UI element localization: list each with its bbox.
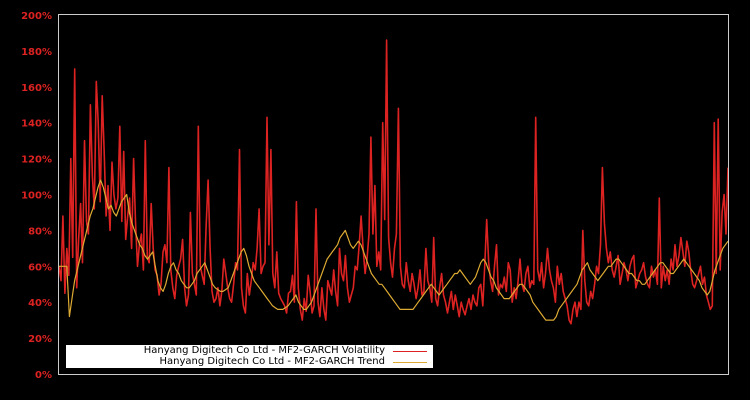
y-tick-label: 120% (21, 155, 52, 166)
trend-line (59, 179, 729, 321)
y-tick-label: 160% (21, 83, 52, 94)
legend-swatch-volatility (393, 350, 427, 352)
legend-label-trend: Hanyang Digitech Co Ltd - MF2-GARCH Tren… (159, 356, 385, 367)
y-tick-label: 180% (21, 47, 52, 58)
chart-legend: Hanyang Digitech Co Ltd - MF2-GARCH Vola… (66, 345, 433, 368)
legend-swatch-trend (393, 361, 427, 363)
series-layer (58, 39, 729, 325)
y-tick-label: 40% (28, 298, 52, 309)
y-tick-label: 60% (28, 262, 52, 273)
y-tick-label: 100% (21, 191, 52, 202)
y-tick-label: 20% (28, 334, 52, 345)
legend-label-volatility: Hanyang Digitech Co Ltd - MF2-GARCH Vola… (143, 345, 385, 356)
legend-item-trend: Hanyang Digitech Co Ltd - MF2-GARCH Tren… (160, 356, 427, 368)
y-tick-label: 80% (28, 226, 52, 237)
y-axis-labels: 200% 180% 160% 140% 120% 100% 80% 60% 40% 20% 0% (21, 11, 52, 381)
plot-frame (58, 14, 729, 375)
y-tick-label: 200% (21, 11, 52, 22)
legend-item-volatility: Hanyang Digitech Co Ltd - MF2-GARCH Vola… (144, 345, 427, 357)
y-tick-label: 140% (21, 119, 52, 130)
volatility-line (58, 39, 729, 325)
y-tick-label: 0% (35, 370, 52, 381)
